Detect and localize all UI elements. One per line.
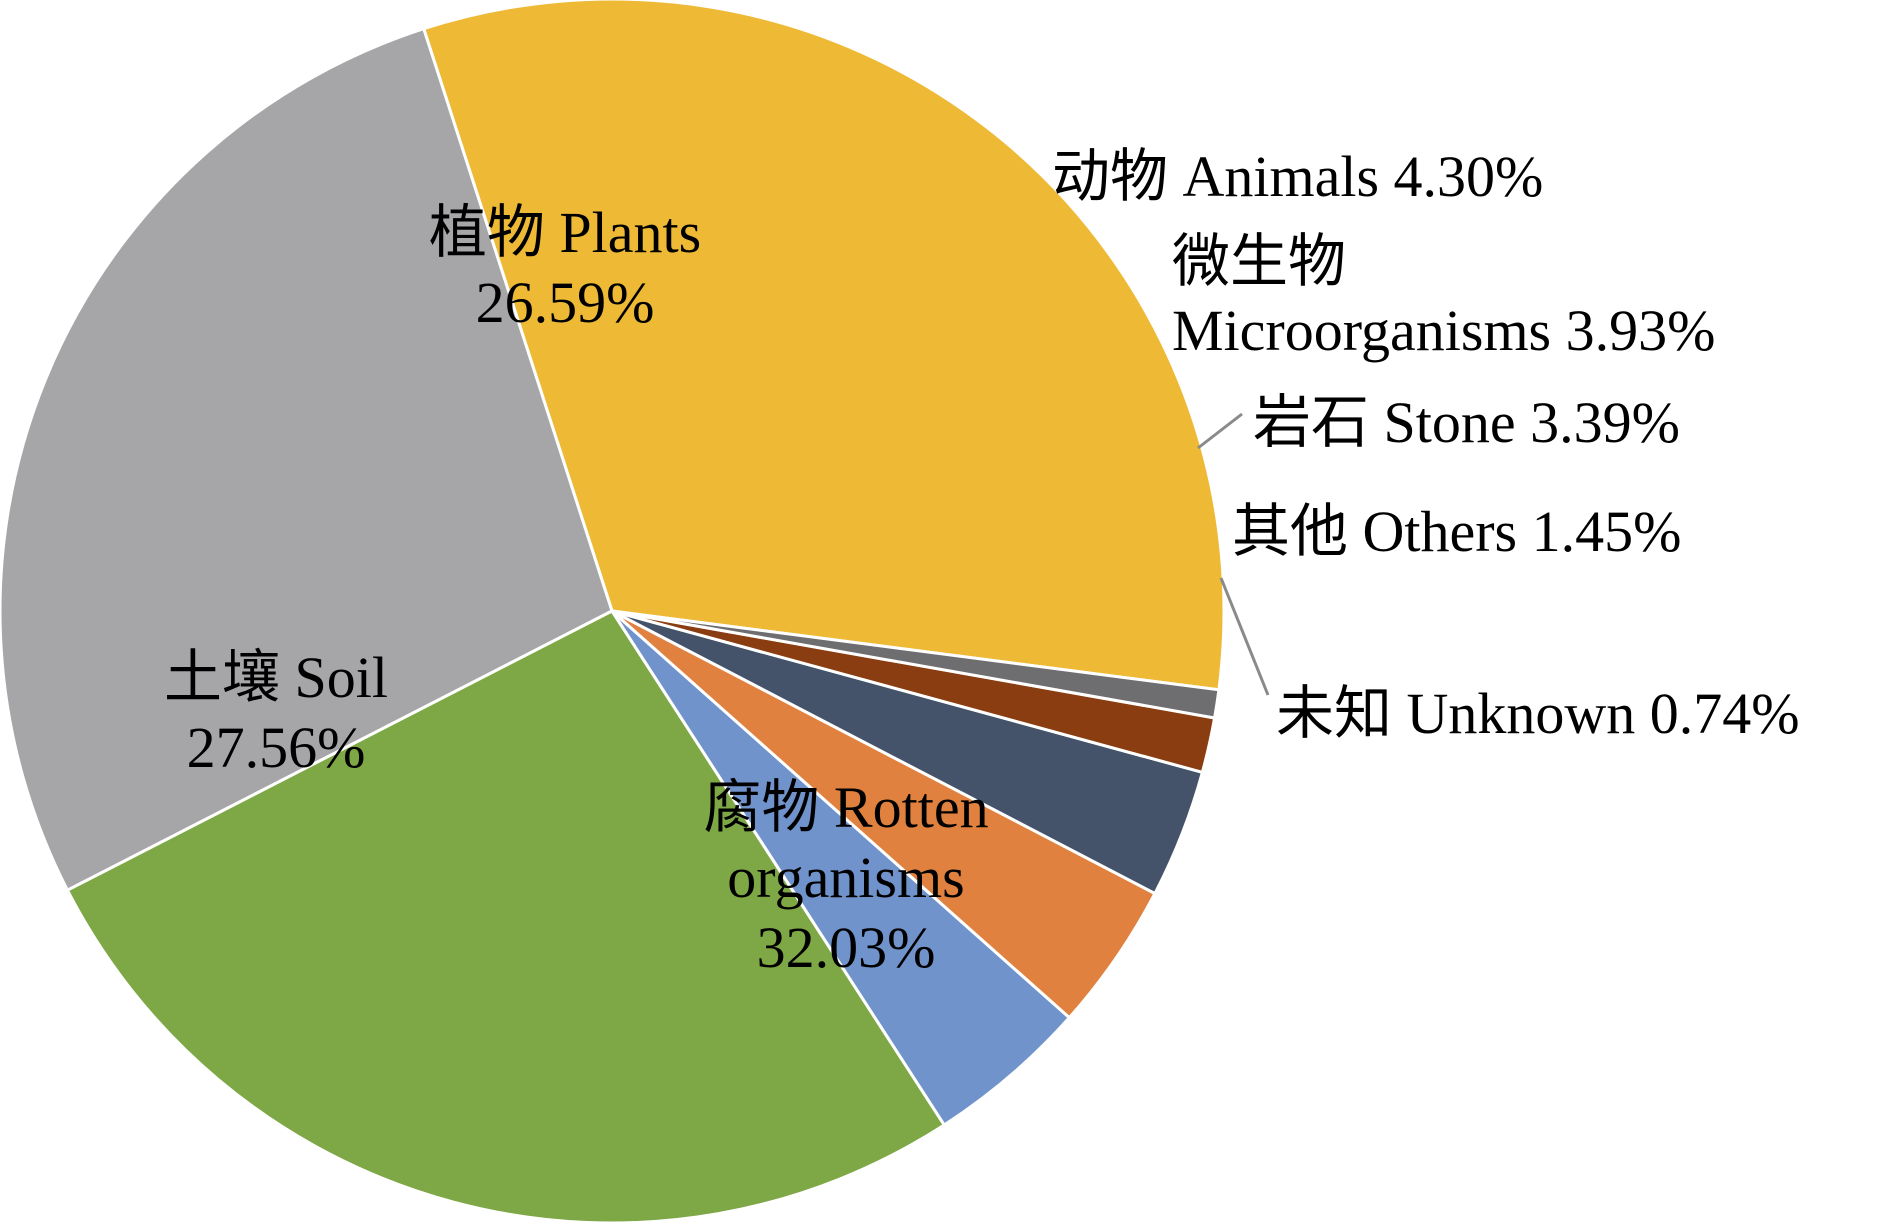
pie-slice-animals (610, 609, 1072, 1128)
leader-lines (1197, 412, 1270, 696)
data-label-plants-value: 26.59% (476, 270, 655, 335)
leader-line-unknown (1219, 577, 1270, 696)
data-label-micro-value: Microorganisms 3.93% (1172, 298, 1715, 363)
data-labels: 植物 Plants 26.59% 土壤 Soil 27.56% 腐物 Rotte… (164, 144, 1800, 980)
data-label-rotten-value: 32.03% (757, 915, 936, 980)
data-label-plants-name: 植物 Plants (429, 200, 701, 265)
pie-slice-rotten (421, 0, 1226, 692)
data-label-soil-value: 27.56% (187, 715, 366, 780)
data-label-micro-name: 微生物 (1172, 229, 1346, 294)
data-label-unknown: 未知 Unknown 0.74% (1276, 681, 1800, 746)
data-label-stone: 岩石 Stone 3.39% (1253, 390, 1680, 455)
pie-slices (0, 0, 1226, 1225)
data-label-rotten-name-1: 腐物 Rotten (703, 775, 988, 840)
data-label-animals: 动物 Animals 4.30% (1052, 144, 1543, 209)
pie-slice-unknown (611, 609, 1221, 720)
pie-slice-soil (0, 26, 614, 893)
leader-line-stone (1197, 412, 1243, 450)
data-label-others: 其他 Others 1.45% (1232, 499, 1681, 564)
data-label-soil-name: 土壤 Soil (164, 645, 388, 710)
data-label-rotten-name-2: organisms (727, 845, 964, 910)
pie-slice-plants (65, 609, 947, 1225)
